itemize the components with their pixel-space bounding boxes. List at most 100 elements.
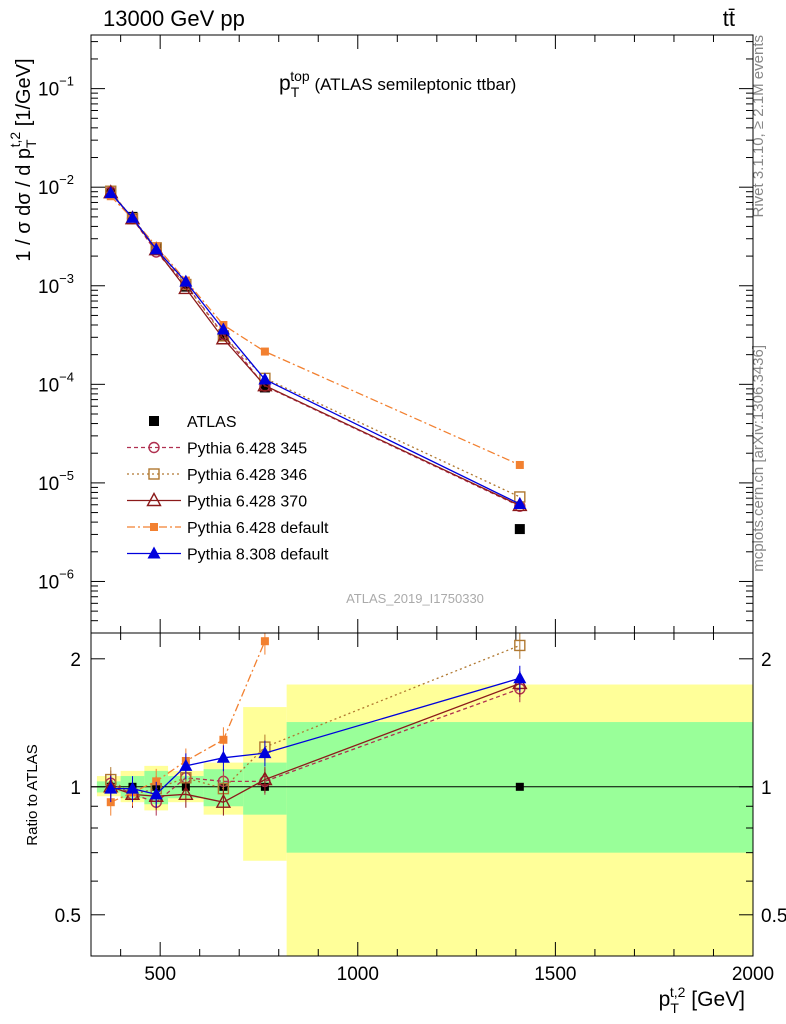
ratio-frame <box>90 632 754 957</box>
xlabel-rest: [GeV] <box>685 988 745 1011</box>
y-tick-label: 10−4 <box>38 369 74 396</box>
y-tick-label: 10−5 <box>38 468 74 495</box>
legend-marker <box>150 523 158 531</box>
ratio-point-p8def <box>104 781 118 794</box>
point-ATLAS <box>514 524 525 535</box>
ratio-point-p370 <box>178 785 194 801</box>
ratio-point-p6def <box>152 777 161 786</box>
ratio-y-tick-label-right: 2 <box>761 650 772 671</box>
series-p346 <box>105 185 526 503</box>
legend-item-p345: Pythia 6.428 345 <box>127 441 307 458</box>
xlabel-sup: t,2 <box>670 984 686 1000</box>
ratio-series-p8def <box>104 665 527 808</box>
header-right: tt̄ <box>723 6 735 31</box>
ratio-y-tick-label-right: 0.5 <box>761 906 786 927</box>
point-p370 <box>215 330 232 345</box>
ratio-panel: 0.5 0.5 1 1 2 2 500 1000 1500 2000 Ratio to ATLAS… <box>24 632 786 1016</box>
point-p8def <box>179 274 193 287</box>
y-tick-label: 10−6 <box>38 566 74 593</box>
ratio-point-p6def <box>219 735 228 744</box>
ratio-point-p370 <box>257 771 273 786</box>
ratio-ylabel: Ratio to ATLAS <box>24 744 41 845</box>
title-sub: T <box>291 84 300 100</box>
x-axis-label: pTt,2 [GeV] <box>659 984 745 1016</box>
ratio-y-tick-label-right: 1 <box>761 778 772 799</box>
ratio-bands <box>96 684 753 956</box>
point-p370 <box>178 279 194 295</box>
point-p8def <box>216 322 230 335</box>
y-tick-label: 10−3 <box>38 271 74 298</box>
series-line-p6def <box>110 195 521 466</box>
legend-item-p6def: Pythia 6.428 default <box>127 520 329 537</box>
series-line-p346 <box>110 190 521 498</box>
header-left: 13000 GeV pp <box>103 6 245 31</box>
xlabel-sub: T <box>670 1000 679 1016</box>
y-tick-label: 10−2 <box>38 172 74 199</box>
series-ATLAS <box>105 187 525 535</box>
series-line-p370 <box>110 192 521 507</box>
x-tick-label: 500 <box>144 964 176 985</box>
legend-marker <box>149 416 159 426</box>
ratio-point-p6def <box>106 798 115 807</box>
legend: ATLAS Pythia 6.428 345 Pythia 6.428 346 Pyt… <box>127 414 329 564</box>
point-p8def <box>125 210 139 223</box>
point-p6def <box>515 460 524 469</box>
legend-marker <box>148 441 160 454</box>
y-tick-label: 10−1 <box>38 74 74 101</box>
legend-item-p370: Pythia 6.428 370 <box>127 492 307 511</box>
ratio-point-ATLAS <box>515 782 524 791</box>
series-line-p8def <box>110 192 521 505</box>
ratio-y-tick-label: 0.5 <box>55 906 81 927</box>
point-p8def <box>104 186 118 199</box>
ratio-point-p8def <box>125 781 139 794</box>
series-line-p345 <box>110 191 521 507</box>
legend-label: Pythia 6.428 346 <box>187 467 307 484</box>
ratio-point-p6def <box>260 637 269 646</box>
main-data <box>103 184 528 535</box>
analysis-id: ATLAS_2019_I1750330 <box>346 591 484 606</box>
title-sup: top <box>290 68 310 84</box>
xlabel-main: p <box>659 988 671 1011</box>
ratio-point-p8def <box>258 746 272 759</box>
title-rest: (ATLAS semileptonic ttbar) <box>310 75 517 94</box>
point-p8def <box>149 242 163 255</box>
ratio-ticks: 0.5 0.5 1 1 2 2 500 1000 1500 2000 <box>55 633 786 985</box>
main-frame <box>90 34 754 634</box>
ratio-point-p8def <box>513 671 527 684</box>
series-p345 <box>105 186 526 512</box>
x-tick-label: 1000 <box>337 964 379 985</box>
mcplots-label: mcplots.cern.ch [arXiv:1306.3436] <box>750 345 767 572</box>
main-ylabel: 1 / σ dσ / d pTt,2 [1/GeV] <box>7 58 39 261</box>
x-tick-label: 2000 <box>732 964 774 985</box>
main-title: pTtop (ATLAS semileptonic ttbar) <box>279 68 516 100</box>
ratio-point-p8def <box>216 750 230 763</box>
legend-label: Pythia 6.428 370 <box>187 494 307 511</box>
ratio-y-tick-label: 1 <box>70 778 81 799</box>
rivet-label: Rivet 3.1.10, ≥ 2.1M events <box>750 35 767 218</box>
point-p8def <box>258 372 272 385</box>
legend-marker <box>147 546 161 559</box>
ratio-point-p346 <box>514 639 526 652</box>
title-main: p <box>279 72 291 95</box>
ratio-data <box>103 633 528 816</box>
series-p8def <box>104 186 527 510</box>
point-p370 <box>257 377 273 392</box>
legend-label: Pythia 6.428 default <box>187 520 329 537</box>
legend-label: Pythia 8.308 default <box>187 547 329 564</box>
legend-marker <box>148 468 160 480</box>
legend-label: ATLAS <box>187 414 237 431</box>
legend-marker <box>146 492 162 507</box>
point-p6def <box>260 347 269 356</box>
legend-item-ATLAS: ATLAS <box>149 414 237 431</box>
ratio-point-p8def <box>149 787 163 800</box>
legend-label: Pythia 6.428 345 <box>187 441 307 458</box>
ratio-point-p8def <box>179 758 193 771</box>
legend-item-p8def: Pythia 8.308 default <box>127 546 329 564</box>
ratio-y-tick-label: 2 <box>70 650 81 671</box>
point-p8def <box>513 497 527 510</box>
main-y-ticks: 10−6 10−5 10−4 10−3 10−2 10−1 <box>38 35 754 634</box>
series-p370 <box>103 184 528 512</box>
main-panel: 10−6 10−5 10−4 10−3 10−2 10−1 pTtop (ATLAS se… <box>7 34 754 634</box>
point-ATLAS <box>218 330 229 341</box>
